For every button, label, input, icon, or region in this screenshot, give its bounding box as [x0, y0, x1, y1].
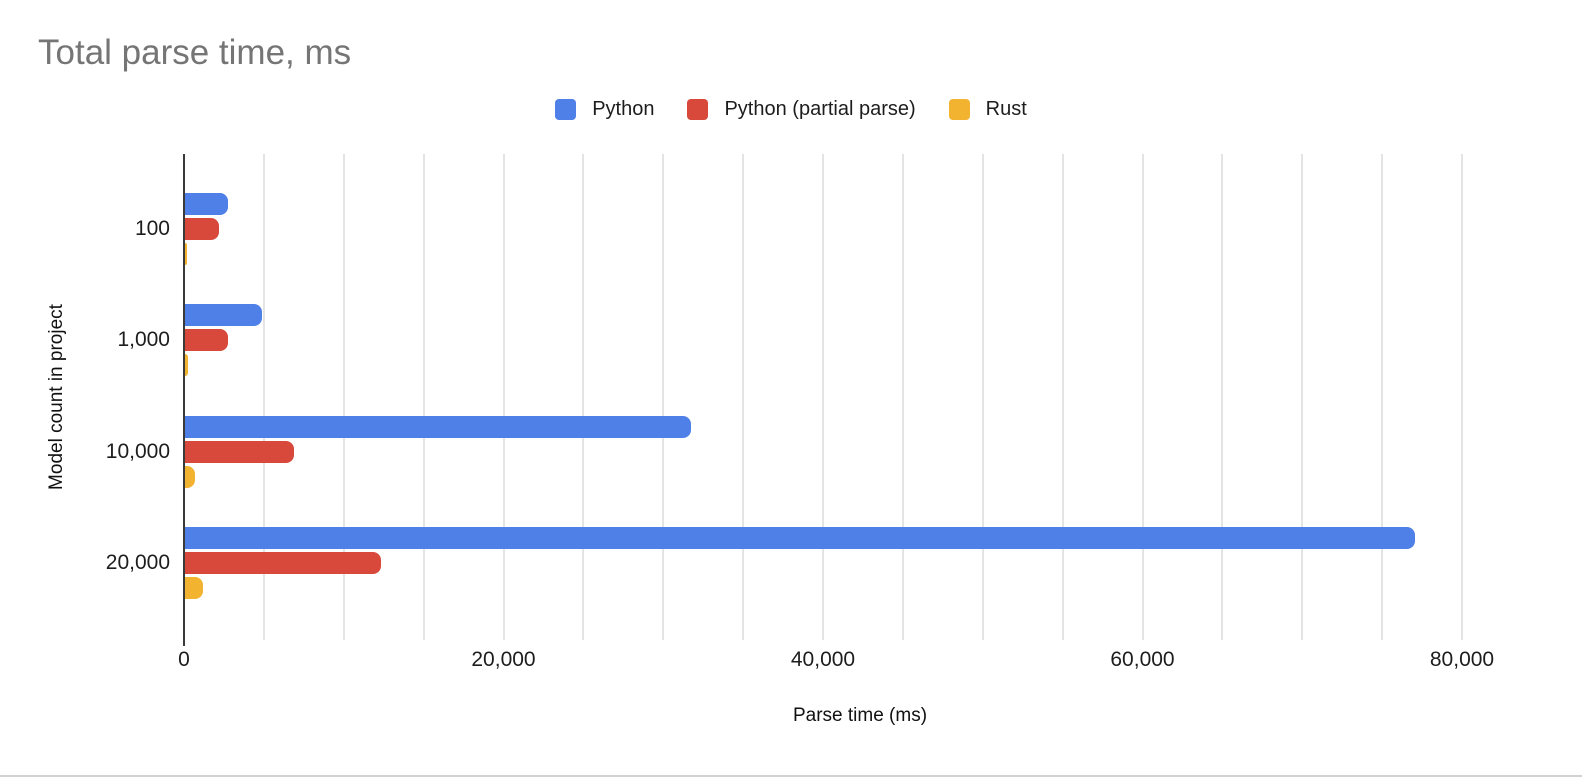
y-tick-label-10-000: 10,000 [105, 439, 170, 463]
legend-label-python: Python [592, 98, 655, 120]
legend-label-rust: Rust [985, 98, 1027, 120]
gridline-10000 [342, 154, 345, 640]
bar-python-partial-parse-10-000[interactable] [185, 440, 294, 463]
gridline-50000 [981, 154, 984, 640]
bar-python-1-000[interactable] [185, 304, 262, 327]
legend: Python Python (partial parse) Rust [0, 98, 1582, 121]
gridline-40000 [822, 154, 824, 640]
gridline-20000 [502, 154, 505, 640]
gridline-15000 [422, 154, 425, 640]
legend-item-python[interactable]: Python [555, 98, 654, 121]
legend-swatch-python-partial-parse-icon [687, 99, 709, 120]
x-tick-label-20-000: 20,000 [471, 648, 536, 671]
gridline-5000 [262, 154, 265, 640]
x-tick-label-80-000: 80,000 [1429, 648, 1495, 671]
legend-item-python-partial-parse[interactable]: Python (partial parse) [687, 98, 916, 121]
x-tick-label-60-000: 60,000 [1110, 648, 1175, 671]
bar-rust-100[interactable] [185, 243, 188, 265]
bar-python-partial-parse-1-000[interactable] [185, 329, 229, 352]
bar-python-partial-parse-100[interactable] [185, 218, 219, 240]
legend-label-python-partial-parse: Python (partial parse) [724, 98, 916, 120]
y-tick-label-100: 100 [134, 217, 170, 240]
gridline-60000 [1141, 154, 1144, 640]
gridline-80000 [1461, 154, 1463, 640]
legend-item-rust[interactable]: Rust [948, 98, 1027, 121]
bar-python-100[interactable] [185, 193, 229, 215]
gridline-75000 [1381, 154, 1384, 640]
y-tick-label-20-000: 20,000 [105, 550, 170, 574]
bar-rust-10-000[interactable] [185, 465, 196, 488]
y-tick-label-1-000: 1,000 [117, 328, 170, 352]
legend-swatch-rust-icon [948, 99, 970, 120]
gridline-65000 [1221, 154, 1224, 640]
bar-rust-20-000[interactable] [185, 576, 203, 599]
bar-python-20-000[interactable] [185, 526, 1416, 549]
gridline-45000 [901, 154, 904, 640]
bar-rust-1-000[interactable] [185, 354, 188, 377]
gridline-30000 [662, 154, 665, 640]
bottom-border [0, 775, 1582, 777]
y-axis-line [183, 154, 185, 646]
gridline-70000 [1301, 154, 1304, 640]
legend-swatch-python-icon [555, 99, 577, 120]
x-tick-label-0: 0 [178, 648, 190, 671]
bar-python-partial-parse-20-000[interactable] [185, 551, 382, 574]
gridline-35000 [742, 154, 745, 640]
gridline-55000 [1061, 154, 1064, 640]
chart-title: Total parse time, ms [38, 33, 352, 72]
x-axis-title: Parse time (ms) [792, 705, 928, 726]
x-tick-label-40-000: 40,000 [790, 648, 856, 671]
gridline-25000 [582, 154, 585, 640]
plot-area [183, 154, 1463, 646]
bar-python-10-000[interactable] [185, 415, 692, 438]
